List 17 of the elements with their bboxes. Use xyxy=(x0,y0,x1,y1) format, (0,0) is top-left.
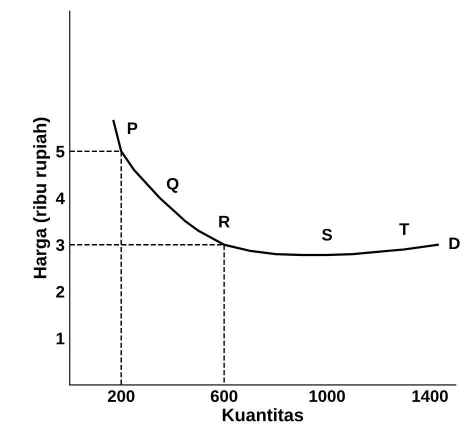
annotation: P xyxy=(128,122,138,134)
y-tick-label: 1 xyxy=(56,332,64,344)
annotation: S xyxy=(322,228,332,241)
y-tick-label: 4 xyxy=(56,192,65,204)
x-tick-label: 200 xyxy=(108,390,134,402)
x-tick-label: 600 xyxy=(210,390,238,402)
annotation: D xyxy=(449,238,460,250)
y-tick-label: 2 xyxy=(56,286,64,298)
y-tick-label: 5 xyxy=(56,146,64,158)
x-tick-label: 1000 xyxy=(310,390,345,402)
annotation: Q xyxy=(166,178,178,193)
annotation: T xyxy=(399,223,410,235)
x-axis-title: Kuantitas xyxy=(222,408,304,422)
y-axis-title: Harga (ribu rupiah) xyxy=(33,118,50,278)
annotation: R xyxy=(219,216,230,228)
x-tick-label: 1400 xyxy=(412,390,448,402)
y-tick-label: 3 xyxy=(56,239,64,251)
